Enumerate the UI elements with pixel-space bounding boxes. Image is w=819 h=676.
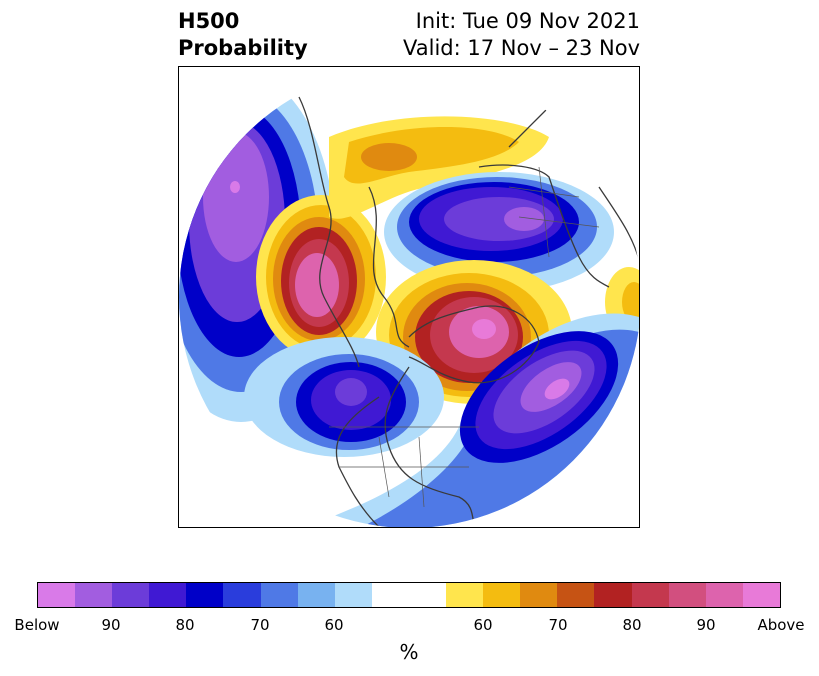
colorbar-label: 90 <box>696 616 716 634</box>
colorbar-segment <box>705 583 743 607</box>
colorbar-segment <box>186 583 224 607</box>
valid-date-range: Valid: 17 Nov – 23 Nov <box>403 36 640 60</box>
colorbar-segment <box>742 583 780 607</box>
anomaly-above-ne-pacific <box>256 195 386 359</box>
colorbar-segment <box>371 583 409 607</box>
colorbar-segment <box>520 583 558 607</box>
colorbar <box>37 582 781 608</box>
map-title-type: Probability <box>178 36 308 60</box>
coastlines <box>298 96 639 527</box>
map-dates: Init: Tue 09 Nov 2021 Valid: 17 Nov – 23… <box>403 8 640 62</box>
colorbar-label: 70 <box>250 616 270 634</box>
colorbar-segment <box>557 583 595 607</box>
colorbar-segment <box>594 583 632 607</box>
colorbar-label: 60 <box>473 616 493 634</box>
anomaly-below-canada <box>244 337 444 457</box>
colorbar-label: 70 <box>548 616 568 634</box>
colorbar-segment <box>260 583 298 607</box>
political-borders <box>329 166 600 508</box>
colorbar-segment <box>631 583 669 607</box>
init-date: Init: Tue 09 Nov 2021 <box>415 9 640 33</box>
colorbar-label: Below <box>14 616 60 634</box>
colorbar-segment <box>112 583 150 607</box>
map-title-variable: H500 <box>178 9 240 33</box>
map-svg <box>179 67 639 527</box>
colorbar-segment <box>668 583 706 607</box>
colorbar-segment <box>297 583 335 607</box>
colorbar-label: 90 <box>101 616 121 634</box>
colorbar-unit: % <box>399 640 419 664</box>
colorbar-segment <box>334 583 372 607</box>
colorbar-segment <box>446 583 484 607</box>
probability-map <box>178 66 640 528</box>
colorbar-label: 60 <box>324 616 344 634</box>
colorbar-segment <box>223 583 261 607</box>
colorbar-segment <box>483 583 521 607</box>
colorbar-label: Above <box>757 616 805 634</box>
colorbar-segment <box>38 583 76 607</box>
colorbar-segment <box>75 583 113 607</box>
anomaly-below-siberia <box>384 172 614 292</box>
map-title: H500 Probability <box>178 8 308 62</box>
colorbar-label: 80 <box>622 616 642 634</box>
colorbar-segment <box>408 583 447 607</box>
colorbar-segment <box>149 583 187 607</box>
colorbar-label: 80 <box>175 616 195 634</box>
anomaly-above-arctic-band <box>329 116 549 219</box>
